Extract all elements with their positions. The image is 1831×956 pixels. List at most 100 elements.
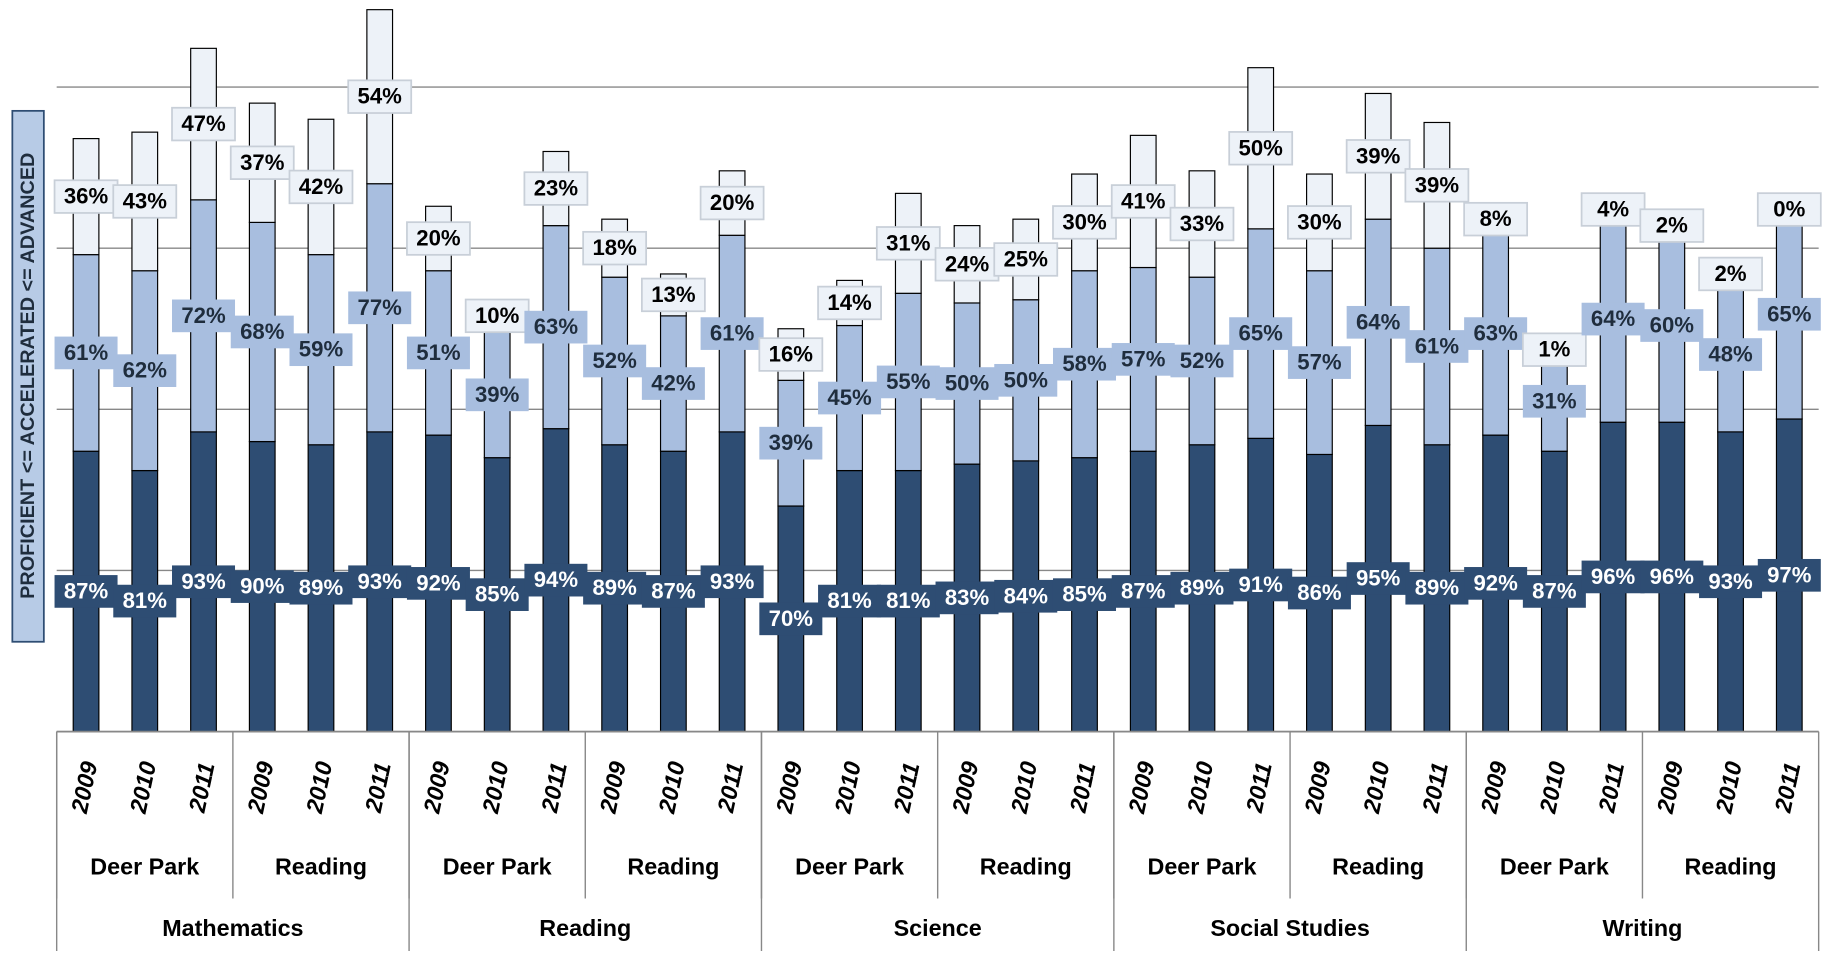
value-label: 25% — [1004, 246, 1049, 271]
value-label: 36% — [64, 184, 109, 209]
x-tick-label: 2011 — [360, 760, 396, 815]
value-label: 61% — [1415, 334, 1460, 359]
x-tick-label: 2010 — [1006, 759, 1042, 816]
x-tick-label: 2011 — [712, 760, 748, 815]
value-label: 81% — [886, 588, 931, 613]
value-label: 52% — [1180, 348, 1225, 373]
group-label: Deer Park — [90, 853, 199, 879]
value-label-box — [289, 571, 353, 605]
value-label: 37% — [240, 150, 285, 175]
x-tick-label: 2011 — [536, 760, 572, 815]
x-tick-label: 2010 — [1358, 759, 1394, 816]
value-label-box — [641, 367, 705, 400]
value-label-box — [1110, 184, 1176, 219]
value-label-box — [288, 169, 354, 205]
value-label-box — [876, 584, 940, 618]
value-label-box — [1346, 305, 1410, 339]
value-label: 89% — [1180, 575, 1225, 600]
value-label-box — [1757, 297, 1821, 331]
value-label-box — [934, 247, 1000, 282]
x-tick-label: 2010 — [301, 759, 337, 816]
x-tick-label: 2009 — [771, 759, 807, 816]
value-label: 58% — [1062, 351, 1107, 376]
value-label-box — [1287, 205, 1352, 240]
value-label: 31% — [886, 230, 931, 255]
value-label: 20% — [710, 190, 755, 215]
value-label: 60% — [1650, 313, 1695, 338]
value-label: 30% — [1062, 209, 1107, 234]
value-label: 84% — [1004, 583, 1049, 608]
value-label-box — [641, 575, 705, 608]
x-tick-label: 2009 — [1123, 759, 1159, 816]
value-label-box — [1521, 332, 1587, 367]
value-label-box — [1463, 201, 1529, 237]
value-label-box — [347, 79, 413, 114]
value-label: 50% — [1239, 135, 1284, 160]
value-label-box — [230, 570, 294, 603]
group-label: Deer Park — [1500, 853, 1609, 879]
value-label: 10% — [475, 303, 520, 328]
value-label-box — [1522, 384, 1586, 418]
value-label-box — [700, 565, 764, 599]
value-label-box — [994, 579, 1058, 613]
x-tick-label: 2009 — [947, 759, 983, 816]
value-label: 50% — [945, 371, 990, 396]
value-label-box — [700, 317, 764, 350]
group-label: Deer Park — [795, 853, 904, 879]
value-label: 8% — [1480, 206, 1512, 231]
value-label-box — [1757, 558, 1821, 592]
value-label: 42% — [299, 174, 344, 199]
value-label: 87% — [651, 578, 696, 603]
value-label-box — [1052, 205, 1117, 240]
value-label-box — [640, 277, 706, 313]
x-tick-label: 2011 — [1417, 760, 1453, 815]
value-label: 65% — [1239, 321, 1284, 346]
value-label: 83% — [945, 585, 990, 610]
x-tick-label: 2011 — [888, 760, 924, 815]
value-label: 41% — [1121, 188, 1166, 213]
value-label: 43% — [123, 188, 168, 213]
value-label: 93% — [1708, 569, 1753, 594]
value-label-box — [582, 230, 648, 266]
group-label: Reading — [980, 853, 1072, 879]
x-tick-label: 2011 — [1769, 760, 1805, 815]
group-label: Reading — [275, 853, 367, 879]
value-label: 13% — [651, 282, 696, 307]
value-label-box — [1052, 347, 1117, 381]
value-label-box — [524, 563, 588, 597]
group-label: Deer Park — [1147, 853, 1256, 879]
value-label-box — [464, 298, 530, 334]
value-label: 2% — [1656, 213, 1688, 238]
value-label-box — [1464, 567, 1528, 600]
value-label: 70% — [769, 606, 814, 631]
value-label-box — [1405, 330, 1469, 363]
x-tick-label: 2011 — [1593, 760, 1629, 815]
subject-label: Writing — [1603, 915, 1683, 941]
x-tick-label: 2010 — [477, 759, 513, 816]
value-label-box — [523, 171, 589, 206]
value-label: 59% — [299, 337, 344, 362]
value-label: 97% — [1767, 562, 1812, 587]
value-label-box — [465, 378, 529, 412]
value-label-box — [406, 567, 470, 600]
subject-label: Science — [894, 915, 982, 941]
value-label-box — [759, 426, 823, 460]
value-label-box — [1229, 568, 1293, 602]
value-label-box — [112, 184, 178, 219]
value-label: 96% — [1650, 564, 1695, 589]
value-label-box — [1581, 302, 1645, 336]
value-label-box — [289, 333, 353, 367]
value-label: 89% — [592, 575, 637, 600]
value-label-box — [1405, 571, 1469, 605]
value-label-box — [1345, 139, 1411, 174]
x-tick-label: 2010 — [125, 759, 161, 816]
value-label-box — [113, 584, 177, 618]
value-label-box — [1640, 560, 1704, 594]
value-label-box — [583, 571, 647, 605]
value-label: 48% — [1708, 342, 1753, 367]
value-label-box — [172, 299, 236, 333]
value-label: 86% — [1297, 580, 1342, 605]
x-tick-label: 2010 — [653, 759, 689, 816]
